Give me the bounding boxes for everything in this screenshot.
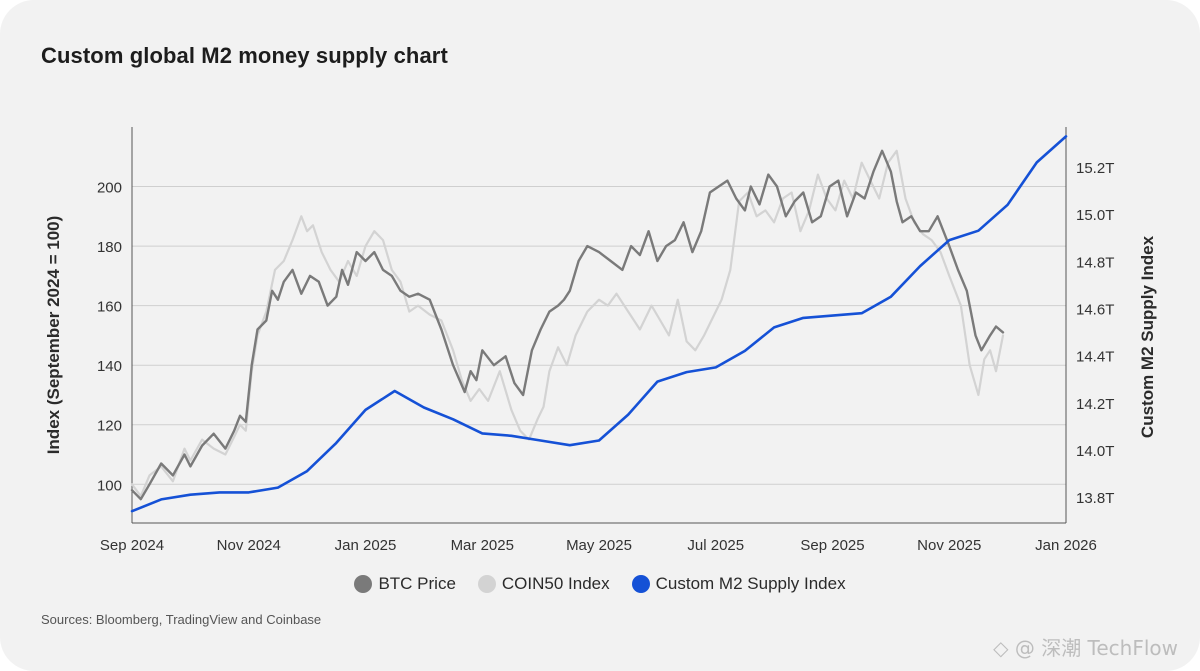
source-note: Sources: Bloomberg, TradingView and Coin… bbox=[41, 612, 322, 627]
y2-tick-label-14.8T: 14.8T bbox=[1076, 254, 1114, 271]
x-tick-label-jul-2025: Jul 2025 bbox=[687, 537, 744, 554]
y2-tick-label-14.4T: 14.4T bbox=[1076, 349, 1114, 366]
series-line-m2 bbox=[130, 135, 1068, 513]
y2-tick-label-14.6T: 14.6T bbox=[1076, 302, 1114, 319]
legend-label-m2: Custom M2 Supply Index bbox=[655, 574, 846, 593]
legend-item-coin50[interactable]: COIN50 Index bbox=[477, 574, 610, 594]
legend-label-coin50: COIN50 Index bbox=[501, 574, 610, 593]
legend-label-btc: BTC Price bbox=[378, 574, 456, 593]
x-tick-label-may-2025: May 2025 bbox=[566, 537, 632, 554]
y2-axis-title: Custom M2 Supply Index bbox=[1138, 235, 1157, 438]
legend-item-m2[interactable]: Custom M2 Supply Index bbox=[631, 574, 846, 594]
legend-dot-btc-icon bbox=[354, 575, 373, 593]
legend-dot-m2-icon bbox=[631, 575, 650, 593]
legend-item-btc[interactable]: BTC Price bbox=[354, 574, 456, 594]
y2-tick-label-14.0T: 14.0T bbox=[1076, 443, 1114, 460]
series-line-btc bbox=[130, 149, 1005, 501]
y-tick-label-160: 160 bbox=[97, 299, 122, 316]
y-tick-label-100: 100 bbox=[97, 477, 122, 494]
x-tick-label-nov-2025: Nov 2025 bbox=[917, 537, 981, 554]
x-tick-label-mar-2025: Mar 2025 bbox=[451, 537, 514, 554]
y2-tick-label-13.8T: 13.8T bbox=[1076, 490, 1114, 507]
chart-title: Custom global M2 money supply chart bbox=[41, 43, 448, 68]
y2-tick-label-15.0T: 15.0T bbox=[1076, 207, 1114, 224]
y-axis-title: Index (September 2024 = 100) bbox=[44, 216, 63, 455]
legend-dot-coin50-icon bbox=[477, 575, 496, 593]
x-tick-label-nov-2024: Nov 2024 bbox=[217, 537, 281, 554]
x-tick-label-sep-2025: Sep 2025 bbox=[800, 537, 864, 554]
y2-tick-label-14.2T: 14.2T bbox=[1076, 396, 1114, 413]
series-line-coin50 bbox=[130, 149, 1005, 498]
y-tick-label-120: 120 bbox=[97, 418, 122, 435]
y-tick-label-200: 200 bbox=[97, 180, 122, 197]
y-tick-label-180: 180 bbox=[97, 239, 122, 256]
x-tick-label-sep-2024: Sep 2024 bbox=[100, 537, 164, 554]
y2-tick-label-15.2T: 15.2T bbox=[1076, 160, 1114, 177]
x-tick-label-jan-2025: Jan 2025 bbox=[335, 537, 397, 554]
y-tick-label-140: 140 bbox=[97, 358, 122, 375]
chart-legend: BTC Price COIN50 Index Custom M2 Supply … bbox=[0, 574, 1200, 594]
watermark: ◇ @ 深潮 TechFlow bbox=[993, 636, 1178, 660]
x-tick-label-jan-2026: Jan 2026 bbox=[1035, 537, 1097, 554]
